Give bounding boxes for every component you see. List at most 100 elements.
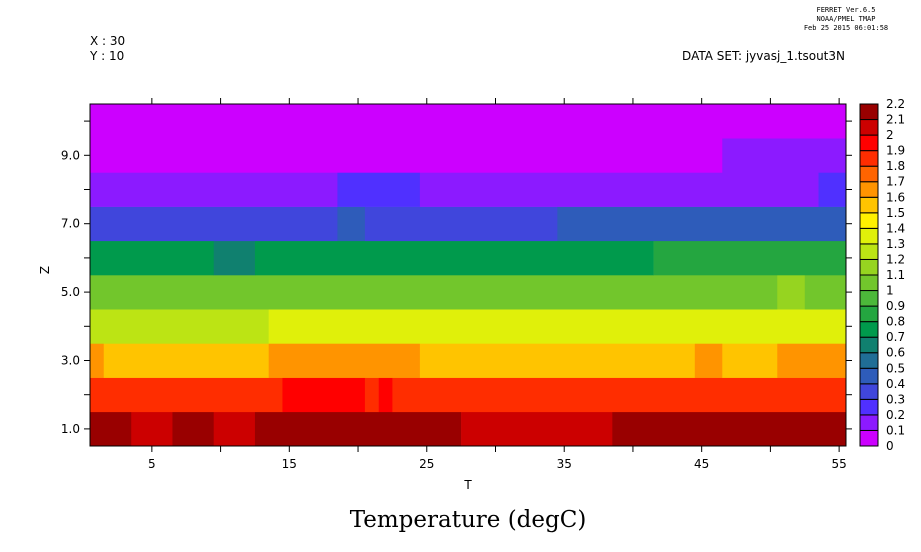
colorbar-swatch: [859, 134, 879, 152]
colorbar-label: 0.6: [886, 346, 905, 360]
colorbar-swatch: [859, 258, 879, 276]
colorbar-label: 2: [886, 128, 894, 142]
colorbar-label: 0.2: [886, 408, 905, 422]
heatmap-cell: [90, 309, 269, 344]
heatmap-cell: [804, 275, 847, 310]
colorbar-swatch: [859, 274, 879, 292]
colorbar-swatch: [859, 119, 879, 136]
y-tick-label: 1.0: [61, 422, 80, 436]
colorbar-swatch: [859, 336, 879, 354]
colorbar-swatch: [859, 429, 879, 447]
colorbar-label: 1.1: [886, 268, 905, 282]
colorbar-swatch: [859, 398, 879, 416]
heatmap-cell: [419, 172, 819, 207]
heatmap-cell: [378, 377, 393, 413]
y-axis-label: Z: [38, 266, 52, 274]
y-tick-label: 3.0: [61, 354, 80, 368]
heatmap-cell: [722, 138, 847, 173]
heatmap-cell: [131, 411, 173, 447]
heatmap-cell: [282, 377, 366, 413]
heatmap-cell: [694, 343, 723, 378]
colorbar-label: 0.7: [886, 330, 905, 344]
colorbar-label: 0.8: [886, 315, 905, 329]
heatmap-cell: [254, 411, 462, 447]
colorbar-swatch: [859, 196, 879, 214]
heatmap-cell: [90, 377, 283, 413]
y-tick-label: 5.0: [61, 285, 80, 299]
heatmap-cell: [90, 206, 338, 242]
heatmap-cell: [364, 206, 558, 242]
colorbar-label: 1.3: [886, 237, 905, 251]
heatmap-cell: [557, 206, 847, 242]
plot-frame: [89, 103, 847, 447]
y-position-label: Y : 10: [89, 49, 124, 63]
heatmap-cell: [90, 172, 338, 207]
heatmap-cell: [268, 343, 421, 378]
colorbar-swatch: [859, 367, 879, 385]
heatmap-cell: [268, 309, 847, 344]
heatmap-cell: [612, 411, 847, 447]
x-tick-label: 45: [694, 457, 709, 471]
colorbar-swatch: [859, 414, 879, 431]
colorbar-swatch: [859, 243, 879, 260]
x-tick-label: 55: [831, 457, 846, 471]
heatmap-cell: [90, 104, 847, 139]
colorbar-swatch: [859, 290, 879, 307]
x-tick-label: 5: [148, 457, 156, 471]
heatmap-cell: [213, 240, 256, 276]
colorbar-label: 1: [886, 284, 894, 298]
y-tick-label: 9.0: [61, 148, 80, 162]
colorbar-label: 0.9: [886, 299, 905, 313]
heatmap-cell: [103, 343, 269, 378]
colorbar-swatch: [859, 352, 879, 369]
colorbar-label: 0.5: [886, 361, 905, 375]
heatmap-cell: [254, 240, 654, 276]
heatmap-cell: [172, 411, 215, 447]
dataset-label: DATA SET: jyvasj_1.tsout3N: [682, 49, 845, 63]
heatmap-cell: [722, 343, 778, 378]
colorbar-label: 2.2: [886, 97, 905, 111]
plot-timestamp: Feb 25 2015 06:01:58: [804, 24, 888, 32]
colorbar-swatch: [859, 181, 879, 198]
heatmap-cell: [90, 411, 132, 447]
colorbar-swatch: [859, 165, 879, 183]
heatmap-cell: [90, 343, 105, 378]
heatmap-cell: [392, 377, 847, 413]
heatmap-cell: [90, 240, 215, 276]
heatmap-cell: [777, 343, 847, 378]
heatmap-cell: [653, 240, 847, 276]
heatmap-cell: [818, 172, 847, 207]
colorbar-label: 1.9: [886, 144, 905, 158]
axes: 5 15 25 35 45 55 1.0 3.0 5.0 7.0 9.0: [61, 98, 852, 471]
heatmap-cell: [461, 411, 613, 447]
colorbar-swatch: [859, 150, 879, 167]
colorbar-label: 0: [886, 439, 894, 453]
heatmap-cell: [419, 343, 696, 378]
colorbar-label: 1.6: [886, 190, 905, 204]
chart-title: Temperature (degC): [350, 507, 587, 533]
ferret-version: FERRET Ver.6.5: [816, 6, 875, 14]
colorbar-label: 0.4: [886, 377, 905, 391]
colorbar-swatch: [859, 305, 879, 323]
y-tick-label: 7.0: [61, 217, 80, 231]
colorbar-swatch: [859, 212, 879, 229]
colorbar-swatch: [859, 383, 879, 400]
colorbar-label: 1.8: [886, 159, 905, 173]
heatmap-cell: [777, 275, 806, 310]
colorbar-label: 1.4: [886, 221, 905, 235]
x-tick-label: 35: [557, 457, 572, 471]
heatmap-cell: [90, 275, 778, 310]
colorbar-label: 0.1: [886, 423, 905, 437]
colorbar-swatch: [859, 227, 879, 245]
x-tick-label: 25: [419, 457, 434, 471]
colorbar: 0 0.10.2 0.30.4 0.50.6 0.70.8 0.91 1.1 1.21.3 1.…: [859, 97, 905, 453]
colorbar-swatch: [859, 321, 879, 338]
colorbar-label: 0.3: [886, 392, 905, 406]
colorbar-label: 2.1: [886, 113, 905, 127]
heatmap-cells: [90, 104, 847, 447]
heatmap-cell: [364, 377, 379, 413]
x-axis-label: T: [463, 478, 472, 492]
colorbar-swatch: [859, 103, 879, 121]
heatmap-cell: [337, 172, 421, 207]
